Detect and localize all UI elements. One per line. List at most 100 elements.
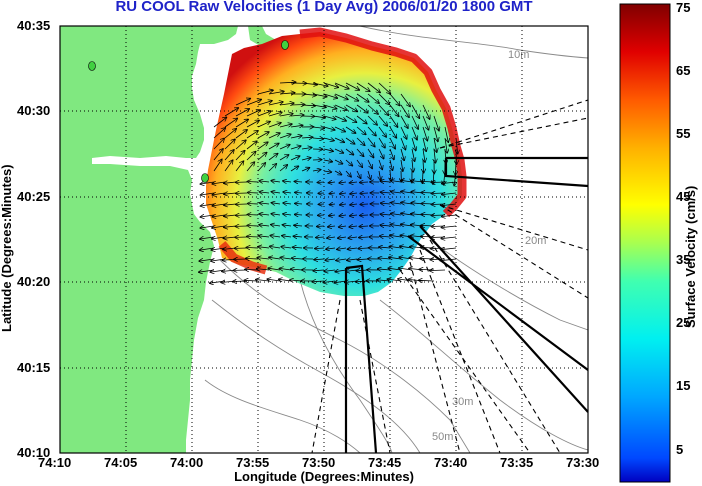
velocity-arrow — [367, 137, 375, 147]
velocity-arrow — [345, 137, 355, 144]
velocity-arrow — [360, 193, 369, 194]
velocity-arrow — [271, 181, 281, 182]
velocity-arrow — [348, 248, 358, 249]
velocity-arrow — [260, 203, 270, 204]
velocity-arrow — [441, 248, 457, 250]
velocity-arrow — [327, 237, 336, 238]
velocity-arrow — [379, 247, 391, 248]
velocity-arrow — [283, 192, 292, 193]
velocity-arrow — [454, 170, 456, 186]
velocity-arrow — [271, 192, 281, 193]
velocity-arrow — [312, 116, 325, 118]
velocity-arrow — [411, 126, 417, 140]
velocity-arrow — [280, 268, 292, 270]
velocity-arrow — [334, 159, 343, 164]
colorbar-tick: 55 — [676, 126, 691, 141]
ytick-label: 40:15 — [17, 360, 51, 375]
velocity-arrow — [283, 214, 292, 215]
velocity-arrow — [359, 226, 369, 227]
velocity-arrow — [247, 182, 259, 183]
velocity-arrow — [422, 115, 429, 130]
velocity-arrow — [423, 159, 424, 173]
velocity-arrow — [224, 204, 237, 205]
velocity-arrow — [246, 141, 257, 150]
velocity-arrow — [378, 159, 382, 169]
contour-label-50m: 50m — [432, 431, 453, 443]
velocity-arrow — [367, 82, 380, 93]
velocity-arrow — [357, 259, 369, 260]
velocity-arrow — [301, 94, 316, 95]
velocity-arrow — [279, 114, 293, 116]
velocity-arrow — [323, 171, 331, 172]
velocity-arrow — [291, 269, 303, 270]
velocity-arrow — [290, 166, 298, 172]
velocity-arrow — [317, 182, 325, 183]
velocity-arrow — [329, 193, 336, 194]
velocity-arrow — [390, 225, 402, 227]
land-new-jersey — [60, 26, 238, 453]
velocity-arrow — [280, 258, 292, 260]
ytick-label: 40:30 — [17, 103, 51, 118]
velocity-arrow — [380, 225, 391, 226]
velocity-arrow — [411, 104, 419, 118]
velocity-arrow — [356, 170, 361, 178]
velocity-arrow — [391, 181, 402, 183]
velocity-arrow — [412, 148, 415, 161]
velocity-arrow — [312, 94, 327, 97]
velocity-arrow — [271, 225, 281, 226]
velocity-arrow — [224, 193, 237, 194]
velocity-arrow — [367, 126, 376, 136]
velocity-arrow — [400, 115, 408, 128]
velocity-arrow — [360, 215, 369, 216]
velocity-arrow — [358, 248, 369, 249]
velocity-arrow — [389, 93, 400, 106]
velocity-arrow — [257, 132, 269, 139]
velocity-arrow — [268, 143, 279, 150]
colorbar-tick: 5 — [676, 442, 684, 457]
velocity-arrow — [281, 247, 292, 248]
velocity-arrow — [430, 270, 446, 271]
velocity-arrow — [279, 145, 290, 150]
velocity-arrow — [456, 137, 458, 154]
velocity-arrow — [419, 280, 435, 281]
plot-frame — [59, 25, 589, 454]
velocity-arrow — [350, 215, 358, 216]
velocity-arrow — [336, 259, 347, 261]
velocity-arrow — [359, 237, 369, 238]
velocity-arrow — [340, 193, 347, 194]
radar-beams-solid — [344, 156, 588, 453]
grid-lines — [60, 26, 588, 453]
velocity-arrow — [431, 237, 446, 238]
velocity-arrow — [283, 181, 292, 182]
velocity-arrow — [431, 204, 446, 205]
velocity-arrow — [259, 225, 270, 226]
velocity-arrow — [279, 93, 295, 94]
velocity-arrow — [345, 170, 351, 177]
contour-label-20m: 20m — [525, 235, 546, 247]
velocity-arrow — [223, 237, 237, 238]
velocity-arrow — [246, 131, 258, 139]
velocity-arrow — [312, 127, 324, 128]
velocity-arrow — [328, 226, 336, 227]
velocity-arrow — [257, 111, 271, 117]
velocity-arrow — [334, 148, 343, 153]
velocity-arrow — [442, 182, 457, 184]
velocity-arrow — [224, 226, 237, 227]
velocity-arrow — [381, 192, 391, 193]
velocity-arrow — [325, 259, 336, 260]
velocity-arrow — [224, 129, 236, 139]
velocity-arrow — [213, 128, 225, 139]
colorbar-tick: 35 — [676, 252, 691, 267]
velocity-arrow — [293, 236, 303, 237]
xtick-label: 73:35 — [500, 455, 534, 470]
velocity-arrow — [423, 148, 425, 162]
velocity-arrow — [246, 152, 256, 161]
velocity-arrow — [389, 115, 398, 127]
velocity-arrow — [347, 259, 358, 260]
velocity-arrow — [246, 120, 259, 128]
velocity-arrow — [293, 247, 303, 248]
velocity-arrow — [323, 149, 333, 151]
velocity-arrow — [378, 104, 388, 115]
velocity-arrow — [334, 126, 345, 132]
